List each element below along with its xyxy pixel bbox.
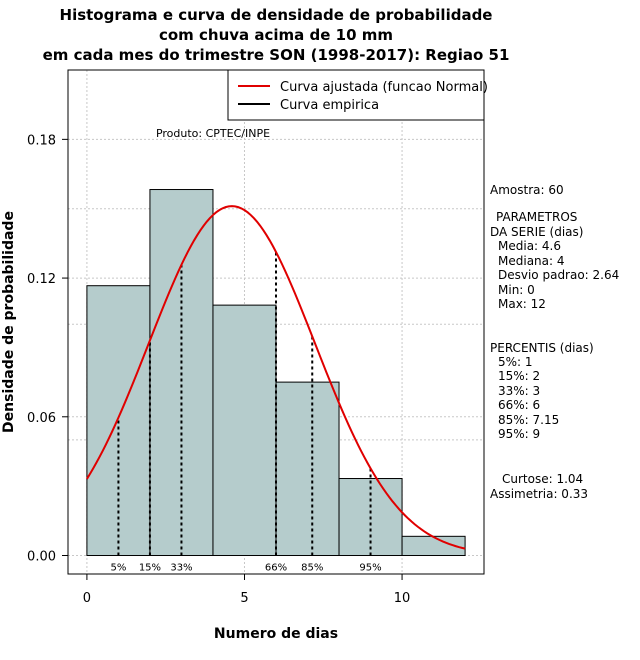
stat-p5: 5%: 1 xyxy=(498,355,533,369)
y-axis-title: Densidade de probabilidade xyxy=(1,211,17,433)
stat-desvio: Desvio padrao: 2.64 xyxy=(498,268,619,282)
stat-media: Media: 4.6 xyxy=(498,239,561,253)
percentile-label: 95% xyxy=(359,563,381,574)
y-tick-label: 0.00 xyxy=(27,550,56,565)
curve-layer xyxy=(86,205,466,550)
legend-box xyxy=(227,69,485,121)
y-tick-label: 0.12 xyxy=(27,272,56,287)
percentile-label: 66% xyxy=(265,563,287,574)
percentile-label: 5% xyxy=(110,563,126,574)
percentile-label: 33% xyxy=(170,563,192,574)
legend: Curva ajustada (funcao Normal) Curva emp… xyxy=(227,69,488,121)
stat-mediana: Mediana: 4 xyxy=(498,254,565,268)
stat-p15: 15%: 2 xyxy=(498,369,540,383)
x-axis-title: Numero de dias xyxy=(214,626,338,642)
product-annotation: Produto: CPTEC/INPE xyxy=(156,127,270,140)
chart-title-line-3: em cada mes do trimestre SON (1998-2017)… xyxy=(43,46,510,64)
stat-assimetria: Assimetria: 0.33 xyxy=(490,487,588,501)
stat-curtose: Curtose: 1.04 xyxy=(502,472,583,486)
stats-panel: Amostra: 60 PARAMETROS DA SERIE (dias) M… xyxy=(490,183,619,501)
stat-param-title-2: DA SERIE (dias) xyxy=(490,225,583,239)
fitted-normal-curve xyxy=(86,205,466,550)
x-tick-label: 0 xyxy=(83,591,91,606)
stat-amostra: Amostra: 60 xyxy=(490,183,564,197)
stat-p33: 33%: 3 xyxy=(498,384,540,398)
percentile-layer: 5% 15% 33% 66% 85% 95% xyxy=(110,251,382,574)
x-tick-label: 10 xyxy=(394,591,411,606)
axis-layer: 0 5 10 0.00 0.06 0.12 0.18 xyxy=(27,133,410,606)
chart-title-line-1: Histograma e curva de densidade de proba… xyxy=(60,6,493,24)
x-tick-label: 5 xyxy=(240,591,248,606)
stat-p95: 95%: 9 xyxy=(498,427,540,441)
histogram-bar xyxy=(275,381,340,557)
stat-min: Min: 0 xyxy=(498,283,535,297)
percentile-label: 15% xyxy=(139,563,161,574)
percentile-label: 85% xyxy=(301,563,323,574)
stat-p66: 66%: 6 xyxy=(498,398,540,412)
histogram-bar xyxy=(212,304,277,557)
y-tick-label: 0.06 xyxy=(27,411,56,426)
stat-percentis-title: PERCENTIS (dias) xyxy=(490,341,594,355)
chart-title-line-2: com chuva acima de 10 mm xyxy=(159,26,393,44)
stat-max: Max: 12 xyxy=(498,297,546,311)
legend-fitted-label: Curva ajustada (funcao Normal) xyxy=(280,80,488,95)
stat-param-title-1: PARAMETROS xyxy=(496,210,577,224)
y-tick-label: 0.18 xyxy=(27,133,56,148)
legend-empirical-label: Curva empirica xyxy=(280,98,379,113)
stat-p85: 85%: 7.15 xyxy=(498,413,559,427)
